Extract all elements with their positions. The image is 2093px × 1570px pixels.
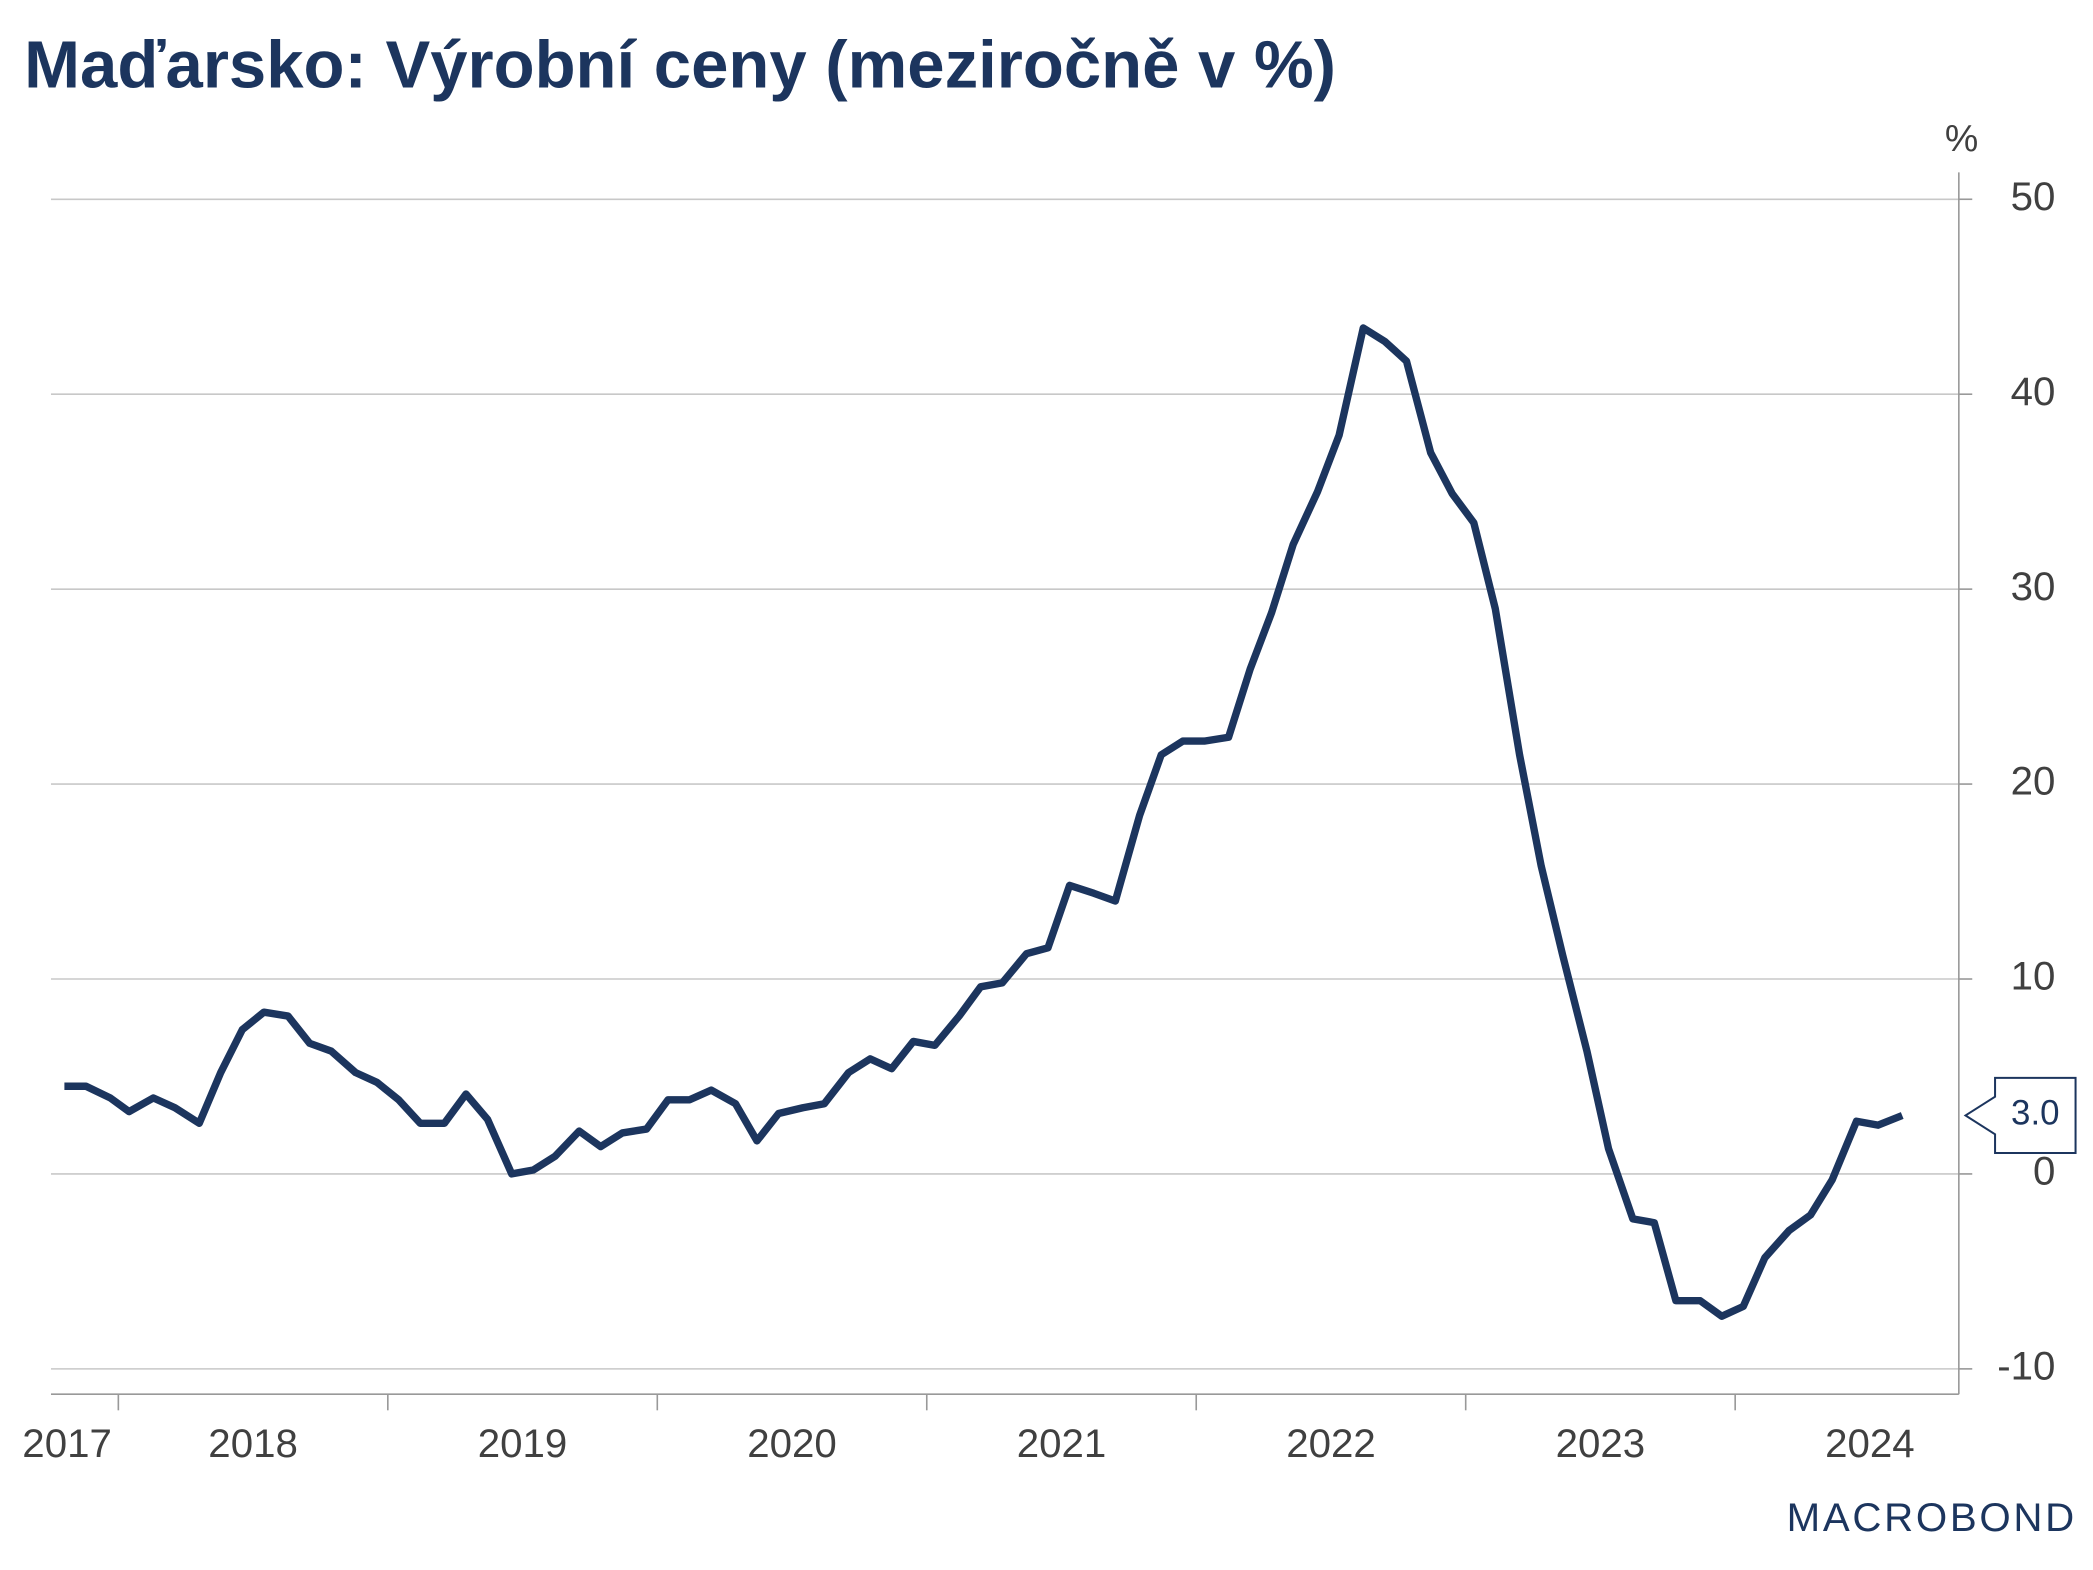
y-tick-label: 20	[2011, 759, 2056, 804]
y-tick-label: 10	[2011, 954, 2056, 999]
y-tick-label: 30	[2011, 564, 2056, 609]
x-tick-label: 2017	[22, 1421, 112, 1466]
x-tick-label: 2020	[747, 1421, 837, 1466]
x-tick-label: 2023	[1556, 1421, 1646, 1466]
line-series	[64, 324, 1904, 1320]
y-tick-label: 40	[2011, 369, 2056, 414]
y-tick-label: -10	[1997, 1343, 2055, 1388]
y-tick-label: 50	[2011, 174, 2056, 219]
x-tick-label: 2021	[1017, 1421, 1107, 1466]
chart-title: Maďarsko: Výrobní ceny (meziročně v %)	[24, 27, 1336, 102]
x-tick-label: 2022	[1286, 1421, 1376, 1466]
y-unit: %	[1945, 117, 1978, 159]
logo: MACROBOND	[1787, 1495, 2077, 1540]
x-tick-label: 2018	[208, 1421, 298, 1466]
y-tick-label: 0	[2033, 1149, 2055, 1194]
value-callout	[1963, 1076, 2077, 1155]
x-tick-label: 2024	[1825, 1421, 1915, 1466]
x-tick-label: 2019	[478, 1421, 568, 1466]
value-label: 3.0	[2011, 1094, 2059, 1133]
